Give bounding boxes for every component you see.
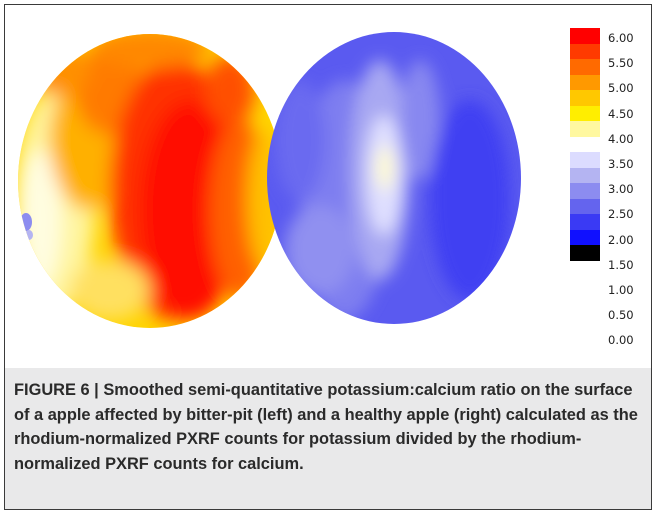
colorbar-swatch [570,183,600,199]
heatmap-panels [18,32,521,328]
colorbar-swatch [570,43,600,59]
colorbar-swatch [570,245,600,261]
colorbar-tick-label: 5.00 [608,81,634,96]
colorbar-tick-label: 1.50 [608,257,634,272]
right-apple-heatmap [267,32,521,324]
figure-label-separator: | [94,381,99,399]
colorbar-swatch [570,90,600,106]
left-apple-heatmap [18,34,282,328]
colorbar-tick-label: 0.50 [608,308,634,323]
figure-caption-text: Smoothed semi-quantitative potassium:cal… [14,381,638,473]
colorbar-tick-label: 2.00 [608,232,634,247]
colorbar-swatch [570,105,600,121]
colorbar-tick-label: 0.00 [608,333,634,348]
colorbar-tick-label: 6.00 [608,31,634,45]
colorbar-swatch [570,136,600,152]
colorbar-tick-label: 5.50 [608,56,634,71]
colorbar-swatch [570,74,600,90]
colorbar-tick-label: 4.00 [608,131,634,146]
figure-label: FIGURE 6 [14,381,90,399]
colorbar-tick-label: 3.50 [608,157,634,171]
colorbar-swatch [570,214,600,230]
colorbar-tick-label: 2.50 [608,207,634,222]
figure-caption: FIGURE 6 | Smoothed semi-quantitative po… [14,378,644,476]
colorbar-tick-label: 3.00 [608,182,634,197]
colorbar-swatch [570,28,600,44]
colorbar-swatch [570,229,600,245]
colorbar-swatch [570,152,600,168]
colorbar-tick-label: 1.00 [608,283,634,297]
colorbar-tick-label: 4.50 [608,106,634,121]
colorbar-swatch [570,121,600,137]
colorbar-swatch [570,59,600,75]
colorbar-swatch [570,198,600,214]
colorbar-swatch [570,167,600,183]
caption-box [5,368,651,509]
